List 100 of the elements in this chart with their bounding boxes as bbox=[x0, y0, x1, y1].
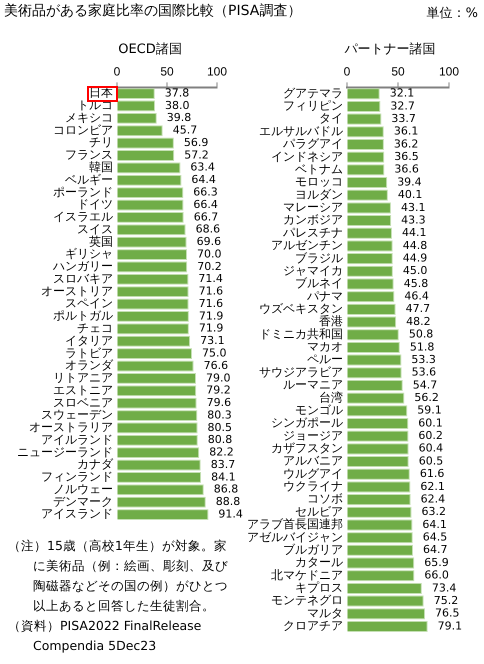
y-tick-label: アルバニア bbox=[283, 454, 343, 468]
data-label: 56.2 bbox=[414, 391, 439, 404]
data-label: 60.4 bbox=[418, 442, 444, 455]
data-label: 44.1 bbox=[402, 226, 426, 240]
y-tick-label: 北マケドニア bbox=[271, 568, 343, 582]
y-tick-label: シンガポール bbox=[271, 416, 343, 430]
y-tick-label: インドネシア bbox=[271, 149, 343, 164]
y-tick-label: チリ bbox=[89, 135, 113, 150]
y-tick-label: カタール bbox=[295, 555, 343, 570]
y-tick-label: ノルウェー bbox=[53, 482, 113, 496]
y-tick-label: ベルギー bbox=[65, 172, 113, 186]
y-tick-label: モロッコ bbox=[295, 174, 343, 189]
text: （注）15歳（高校1年生）が対象。家に美術品（例：絵画、彫刻、及び陶磁器などその国の例）がひとつ以上あると回答した生徒割合。 bbox=[8, 537, 229, 615]
y-tick-label: アイスランド bbox=[41, 506, 113, 521]
data-label: 62.4 bbox=[420, 492, 446, 506]
y-tick-label: アイルランド bbox=[41, 432, 113, 446]
data-label: 60.1 bbox=[418, 416, 443, 430]
y-tick-label: オーストリア bbox=[41, 284, 113, 298]
y-tick-label: ジョージア bbox=[283, 428, 343, 442]
y-tick-label: 台湾 bbox=[319, 390, 343, 404]
data-label: 71.6 bbox=[198, 284, 224, 298]
y-tick-label: ポルトガル bbox=[53, 308, 113, 323]
data-label: 39.8 bbox=[166, 111, 192, 124]
y-tick-label: デンマーク bbox=[53, 494, 113, 508]
data-label: 50.8 bbox=[408, 328, 434, 341]
data-label: 88.8 bbox=[216, 495, 240, 508]
y-tick-label: コソボ bbox=[307, 492, 343, 506]
data-label: 70.0 bbox=[197, 247, 222, 260]
data-label: 46.4 bbox=[404, 290, 429, 303]
data-label: 54.7 bbox=[412, 378, 438, 392]
data-label: 44.9 bbox=[402, 251, 428, 264]
y-tick-label: サウジアラビア bbox=[259, 364, 343, 379]
data-label: 73.4 bbox=[432, 581, 456, 594]
y-tick-label: パレスチナ bbox=[282, 225, 343, 240]
y-tick-label: オーストラリア bbox=[29, 420, 113, 434]
y-tick-label: ラトビア bbox=[65, 346, 113, 360]
y-tick-label: ペルー bbox=[307, 352, 343, 366]
y-tick-label: メキシコ bbox=[65, 110, 113, 124]
data-label: 91.4 bbox=[218, 507, 243, 520]
y-tick-label: ポーランド bbox=[53, 184, 113, 199]
y-tick-label: クロアチア bbox=[283, 618, 343, 633]
y-tick-label: イタリア bbox=[65, 333, 113, 348]
y-tick-label: カナダ bbox=[77, 457, 114, 472]
data-label: 71.9 bbox=[198, 309, 224, 322]
data-label: 45.8 bbox=[404, 276, 428, 290]
data-label: 36.5 bbox=[394, 150, 419, 164]
y-tick-label: ギリシャ bbox=[65, 246, 113, 261]
data-label: 64.5 bbox=[422, 530, 448, 544]
data-label: 39.4 bbox=[397, 175, 422, 188]
y-tick-label: エルサルバドル bbox=[259, 124, 343, 138]
y-tick-label: マルタ bbox=[307, 606, 343, 620]
y-tick-label: ブラジル bbox=[295, 250, 343, 265]
y-tick-label: キプロス bbox=[295, 580, 343, 595]
y-tick-label: 韓国 bbox=[89, 160, 113, 174]
data-label: 63.2 bbox=[421, 505, 446, 518]
data-label: 51.8 bbox=[410, 340, 434, 354]
data-label: 45.7 bbox=[172, 124, 198, 137]
data-label: 71.9 bbox=[198, 322, 224, 335]
data-label: 79.0 bbox=[206, 371, 230, 384]
chart-subtitle: OECD諸国 bbox=[117, 41, 183, 58]
x-tick-label: 0 bbox=[114, 64, 121, 79]
y-tick-label: マレーシア bbox=[283, 200, 343, 214]
data-label: 43.3 bbox=[401, 213, 426, 226]
data-label: 38.0 bbox=[165, 98, 190, 112]
data-label: 65.9 bbox=[424, 556, 449, 569]
y-tick-label: リトアニア bbox=[53, 370, 113, 385]
x-tick-label: 100 bbox=[438, 64, 460, 79]
data-label: 53.6 bbox=[412, 366, 436, 379]
text: （資料）PISA2022 FinalRelease Compendia 5Dec23 bbox=[8, 617, 202, 655]
data-label: 37.8 bbox=[164, 86, 190, 100]
y-tick-label: ジャマイカ bbox=[283, 263, 343, 278]
y-tick-label: グアテマラ bbox=[283, 86, 343, 100]
data-label: 56.9 bbox=[184, 136, 208, 149]
data-label: 43.1 bbox=[400, 200, 426, 214]
y-tick-label: ウズベキスタン bbox=[259, 301, 343, 316]
x-tick-label: 50 bbox=[391, 64, 405, 79]
x-tick-label: 50 bbox=[160, 64, 174, 79]
data-label: 62.1 bbox=[420, 480, 445, 493]
data-label: 36.6 bbox=[394, 162, 419, 176]
data-label: 75.2 bbox=[434, 594, 458, 607]
y-tick-label: フィリピン bbox=[283, 98, 343, 113]
y-tick-label: アルゼンチン bbox=[271, 238, 343, 252]
y-tick-label: エストニア bbox=[53, 382, 113, 397]
y-tick-label: ニュージーランド bbox=[17, 444, 113, 459]
data-label: 48.2 bbox=[406, 314, 431, 328]
y-tick-label: フィンランド bbox=[41, 470, 113, 484]
data-label: 32.7 bbox=[390, 99, 415, 112]
data-label: 75.0 bbox=[202, 346, 226, 360]
y-tick-label: ドイツ bbox=[77, 197, 113, 212]
data-label: 66.0 bbox=[424, 568, 449, 582]
data-label: 61.6 bbox=[420, 467, 444, 480]
data-label: 60.5 bbox=[418, 454, 444, 468]
y-tick-label: スロベニア bbox=[53, 395, 113, 410]
data-label: 70.2 bbox=[197, 260, 222, 273]
y-tick-label: ウクライナ bbox=[283, 479, 343, 494]
data-label: 66.4 bbox=[193, 198, 218, 211]
data-label: 60.2 bbox=[418, 429, 443, 442]
data-label: 64.4 bbox=[191, 173, 216, 186]
data-label: 36.1 bbox=[394, 124, 418, 138]
y-tick-label: カンボジア bbox=[283, 212, 343, 227]
